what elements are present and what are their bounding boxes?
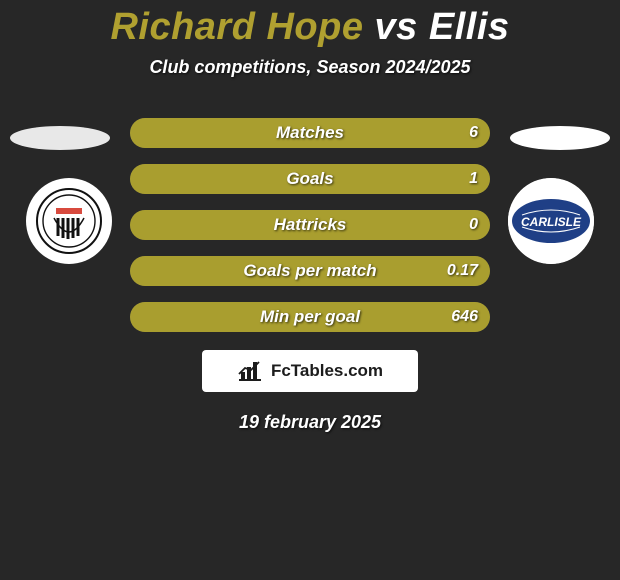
grimsby-crest-icon bbox=[36, 188, 102, 254]
player2-color-ellipse bbox=[510, 126, 610, 150]
stats-container: 6Matches 1Goals 0Hattricks 0.17Goals per ma… bbox=[130, 118, 490, 332]
fctables-text: FcTables.com bbox=[271, 361, 383, 381]
stat-value-right: 1 bbox=[469, 164, 478, 194]
stat-row: 646Min per goal bbox=[130, 302, 490, 332]
stat-value-right: 646 bbox=[451, 302, 478, 332]
svg-text:CARLISLE: CARLISLE bbox=[521, 215, 582, 229]
stat-bar-right bbox=[130, 302, 490, 332]
stat-bar-right bbox=[130, 210, 490, 240]
title-player1: Richard Hope bbox=[110, 6, 363, 48]
stat-value-right: 0 bbox=[469, 210, 478, 240]
stat-bar-right bbox=[130, 256, 490, 286]
stat-bar-right bbox=[130, 118, 490, 148]
stat-bar-right bbox=[130, 164, 490, 194]
player1-color-ellipse bbox=[10, 126, 110, 150]
stat-value-right: 6 bbox=[469, 118, 478, 148]
title-player2: Ellis bbox=[429, 6, 510, 48]
fctables-badge[interactable]: FcTables.com bbox=[202, 350, 418, 392]
player1-club-crest bbox=[26, 178, 112, 264]
stat-row: 6Matches bbox=[130, 118, 490, 148]
date-line: 19 february 2025 bbox=[0, 412, 620, 433]
stat-value-right: 0.17 bbox=[447, 256, 478, 286]
stat-row: 1Goals bbox=[130, 164, 490, 194]
subtitle: Club competitions, Season 2024/2025 bbox=[0, 57, 620, 78]
player2-club-crest: CARLISLE bbox=[508, 178, 594, 264]
carlisle-crest-icon: CARLISLE bbox=[508, 178, 594, 264]
stat-row: 0Hattricks bbox=[130, 210, 490, 240]
bar-chart-icon bbox=[237, 360, 263, 382]
stat-row: 0.17Goals per match bbox=[130, 256, 490, 286]
comparison-title: Richard Hope vs Ellis bbox=[0, 0, 620, 49]
title-vs: vs bbox=[375, 6, 418, 48]
